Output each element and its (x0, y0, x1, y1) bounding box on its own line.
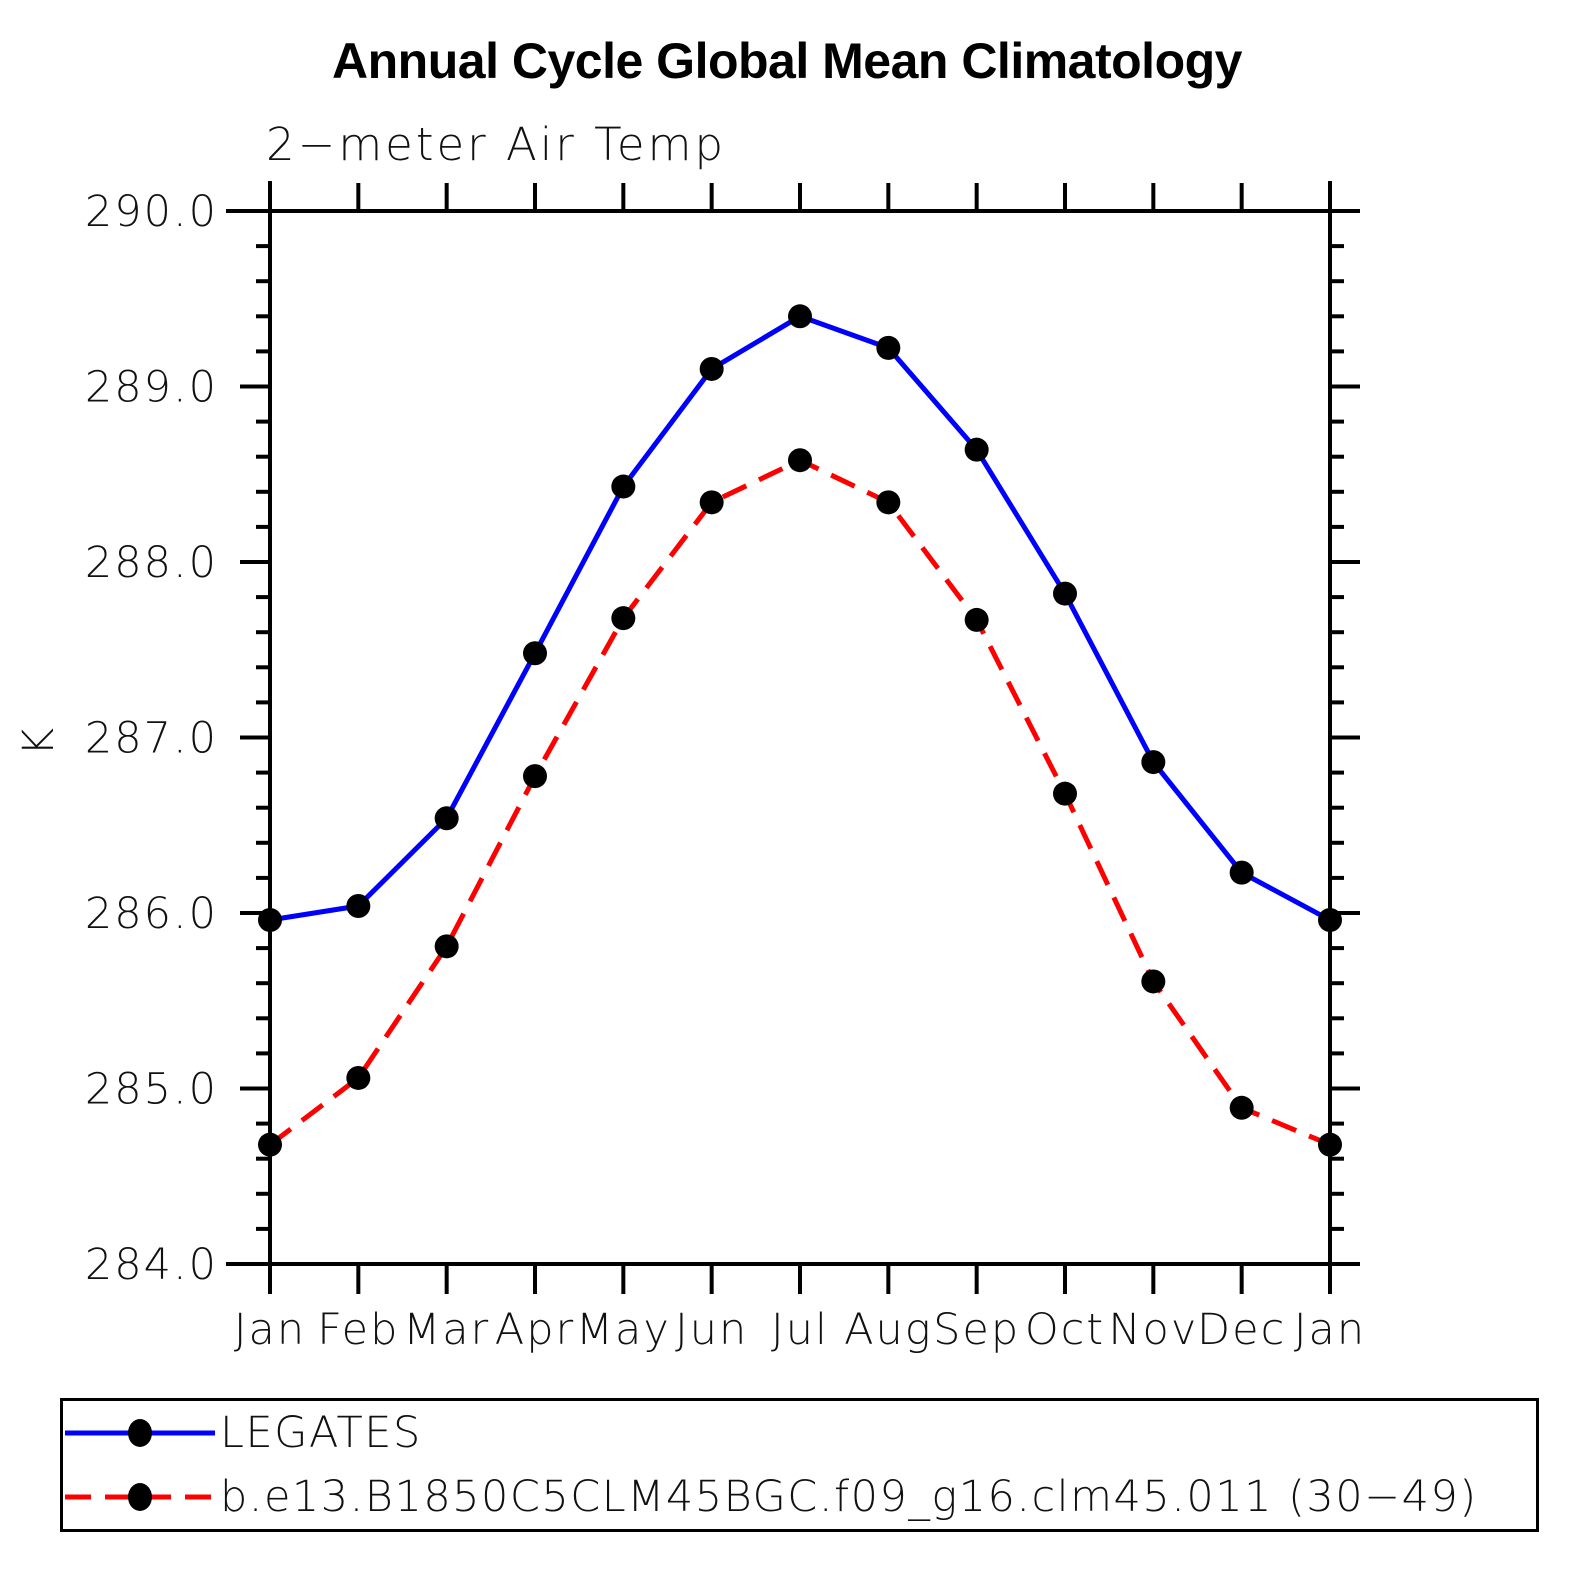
legend-label-legates: LEGATES (220, 1408, 422, 1458)
chart-subtitle: 2−meter Air Temp (266, 118, 727, 171)
data-point (1318, 1132, 1342, 1157)
series-legates (258, 304, 1342, 933)
data-point (876, 335, 901, 360)
data-point (434, 806, 459, 831)
y-tick-label: 285.0 (85, 1065, 218, 1115)
y-tick-label: 284.0 (85, 1240, 218, 1290)
data-point (1053, 581, 1077, 606)
x-tick-label: Dec (1197, 1305, 1286, 1355)
data-point (788, 304, 812, 329)
legend-marker-circle (128, 1419, 152, 1447)
x-tick-label: Mar (403, 1305, 490, 1355)
x-tick-label: Feb (317, 1305, 399, 1355)
data-point (964, 437, 989, 462)
x-tick-label: Oct (1025, 1305, 1105, 1355)
legend-label-model: b.e13.B1850C5CLM45BGC.f09_g16.clm45.011 … (220, 1472, 1478, 1522)
data-point (1318, 908, 1342, 933)
data-point (1141, 969, 1166, 994)
data-point (699, 490, 724, 515)
data-point (611, 606, 636, 631)
data-point (523, 764, 547, 789)
data-point (434, 934, 459, 959)
data-point (346, 1065, 371, 1090)
data-point (1229, 860, 1254, 885)
legend-marker-circle (128, 1483, 152, 1511)
y-tick-label: 288.0 (85, 538, 218, 588)
data-point (523, 641, 547, 666)
data-point (876, 490, 901, 515)
x-tick-label: Aug (844, 1305, 932, 1355)
legend-line-sample-dashed (65, 1483, 215, 1511)
x-tick-label: Apr (495, 1305, 575, 1355)
y-tick-label: 287.0 (85, 714, 218, 764)
y-tick-label: 286.0 (85, 889, 218, 939)
x-tick-label: Jan (1294, 1305, 1366, 1355)
x-tick-label: Jun (675, 1305, 748, 1355)
series-model-line (268, 457, 1331, 1147)
data-point (611, 474, 636, 499)
y-tick-label: 290.0 (85, 187, 218, 237)
data-point (699, 356, 724, 381)
y-tick-label: 289.0 (85, 363, 218, 413)
data-point (346, 893, 371, 918)
x-tick-label: Jul (771, 1305, 829, 1355)
data-point (1053, 781, 1077, 806)
series-model (258, 448, 1342, 1157)
legend: LEGATES b.e13.B1850C5CLM45BGC.f09_g16.cl… (60, 1398, 1539, 1532)
x-tick-label: Nov (1108, 1305, 1198, 1355)
legend-line-sample-solid (65, 1419, 215, 1447)
legend-item-model: b.e13.B1850C5CLM45BGC.f09_g16.clm45.011 … (63, 1465, 1536, 1529)
chart-title: Annual Cycle Global Mean Climatology (332, 33, 1242, 89)
data-point (788, 448, 812, 473)
data-point (258, 1132, 282, 1157)
data-point (1229, 1095, 1254, 1120)
x-tick-label: Jan (234, 1305, 306, 1355)
data-point (964, 607, 989, 632)
series-legates-line (269, 313, 1332, 923)
legend-item-legates: LEGATES (63, 1401, 1536, 1465)
x-tick-label: May (576, 1305, 671, 1355)
x-tick-label: Sep (933, 1305, 1020, 1355)
data-point (258, 908, 282, 933)
data-point (1141, 750, 1166, 775)
